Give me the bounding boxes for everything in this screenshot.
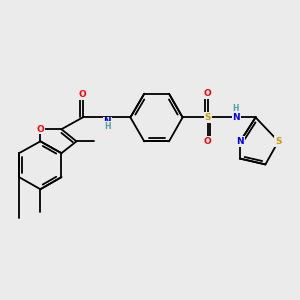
Text: O: O — [204, 89, 212, 98]
Text: H: H — [104, 122, 111, 131]
Text: N: N — [236, 137, 244, 146]
Text: O: O — [79, 90, 87, 99]
Text: O: O — [204, 137, 212, 146]
Text: N: N — [232, 113, 240, 122]
Text: S: S — [204, 113, 211, 122]
Text: H: H — [232, 104, 239, 113]
Text: N: N — [103, 117, 111, 126]
Text: S: S — [275, 137, 282, 146]
Text: O: O — [37, 125, 44, 134]
